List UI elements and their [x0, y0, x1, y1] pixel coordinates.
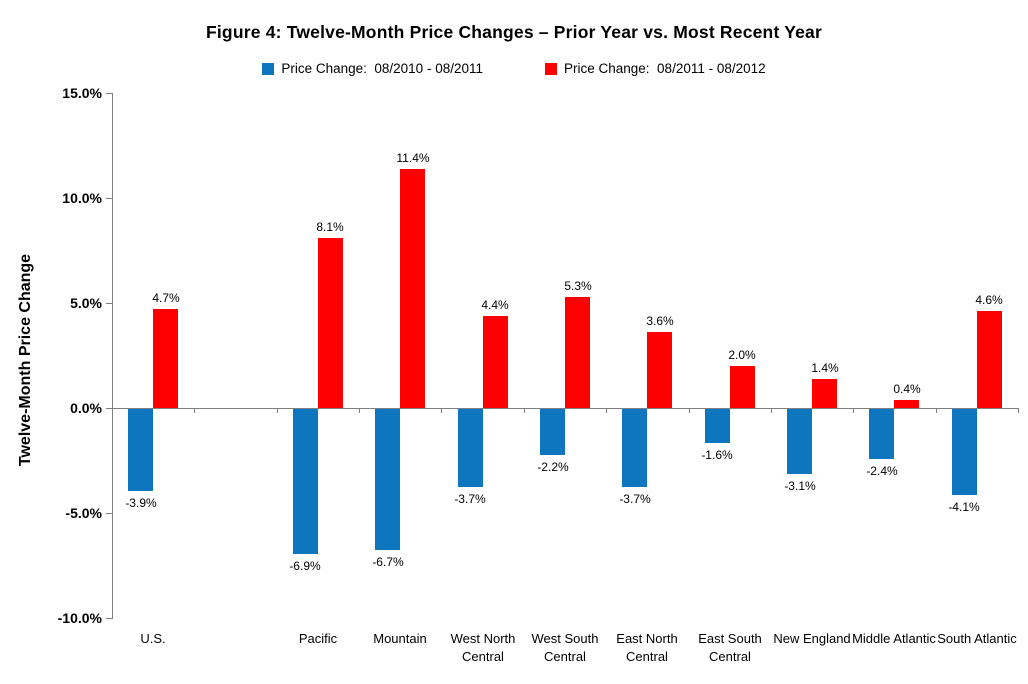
bar-prior-u-s-	[128, 409, 153, 491]
bar-prior-west-south-central	[540, 409, 565, 455]
y-tick-label: 0.0%	[70, 400, 102, 416]
y-tick	[106, 408, 112, 409]
bar-recent-new-england	[812, 379, 837, 408]
y-tick-label: -5.0%	[65, 505, 102, 521]
bar-recent-west-south-central	[565, 297, 590, 408]
bar-value-label: -3.1%	[784, 479, 816, 493]
x-axis-line	[112, 408, 1018, 409]
chart-title: Figure 4: Twelve-Month Price Changes – P…	[205, 22, 822, 42]
x-tick	[194, 408, 195, 413]
legend-item-recent-year: Price Change: 08/2011 - 08/2012	[545, 61, 766, 76]
x-axis-category-label: South Atlantic	[937, 631, 1017, 646]
x-tick	[1018, 408, 1019, 413]
bar-prior-pacific	[293, 409, 318, 554]
bar-value-label: -6.9%	[289, 559, 321, 573]
legend-label-recent-year: Price Change: 08/2011 - 08/2012	[564, 61, 766, 76]
bar-recent-u-s-	[153, 309, 178, 408]
bar-prior-west-north-central	[458, 409, 483, 487]
x-axis-category-label: Mountain	[373, 631, 427, 646]
y-tick-label: 5.0%	[70, 295, 102, 311]
bar-prior-middle-atlantic	[869, 409, 894, 459]
x-axis-category-label: West North Central	[450, 631, 516, 664]
legend-swatch-blue-icon	[262, 62, 275, 75]
x-tick	[524, 408, 525, 413]
y-tick	[106, 93, 112, 94]
y-tick-label: 15.0%	[62, 85, 102, 101]
y-tick	[106, 303, 112, 304]
x-tick	[853, 408, 854, 413]
bar-prior-east-north-central	[622, 409, 647, 487]
y-tick	[106, 513, 112, 514]
legend-label-prior-year: Price Change: 08/2010 - 08/2011	[281, 61, 483, 76]
x-axis-category-label: U.S.	[140, 631, 166, 646]
x-tick	[689, 408, 690, 413]
bar-recent-east-south-central	[730, 366, 755, 408]
bar-recent-middle-atlantic	[894, 400, 919, 408]
legend-swatch-red-icon	[545, 62, 557, 75]
x-tick	[277, 408, 278, 413]
bar-value-label: -2.2%	[537, 460, 569, 474]
x-axis-category-label: East South Central	[698, 631, 762, 664]
bar-prior-new-england	[787, 409, 812, 474]
bar-prior-south-atlantic	[952, 409, 977, 495]
bar-recent-pacific	[318, 238, 343, 408]
x-axis-category-label: New England	[773, 631, 851, 646]
x-axis-category-label: West South Central	[531, 631, 599, 664]
x-tick	[936, 408, 937, 413]
bar-value-label: 4.4%	[481, 298, 509, 312]
x-tick	[359, 408, 360, 413]
y-tick-label: -10.0%	[57, 610, 102, 626]
y-tick	[106, 198, 112, 199]
bar-value-label: -3.7%	[619, 492, 651, 506]
x-tick	[606, 408, 607, 413]
bar-value-label: -3.7%	[454, 492, 486, 506]
y-tick	[106, 618, 112, 619]
bar-recent-east-north-central	[647, 332, 672, 408]
bar-value-label: -3.9%	[125, 496, 157, 510]
bar-value-label: 4.7%	[152, 291, 180, 305]
bar-value-label: 3.6%	[646, 314, 674, 328]
chart-legend: Price Change: 08/2010 - 08/2011 Price Ch…	[0, 61, 1028, 76]
bar-value-label: 8.1%	[316, 220, 344, 234]
bar-value-label: 0.4%	[893, 382, 921, 396]
x-axis-category-label: Middle Atlantic	[852, 631, 936, 646]
bar-value-label: 2.0%	[728, 348, 756, 362]
bar-recent-south-atlantic	[977, 311, 1002, 408]
bar-value-label: -4.1%	[948, 500, 980, 514]
y-tick-label: 10.0%	[62, 190, 102, 206]
bar-value-label: 4.6%	[975, 293, 1003, 307]
x-axis-category-label: East North Central	[616, 631, 678, 664]
bar-value-label: 1.4%	[811, 361, 839, 375]
bar-value-label: -2.4%	[866, 464, 898, 478]
bar-value-label: -6.7%	[372, 555, 404, 569]
bar-prior-east-south-central	[705, 409, 730, 443]
x-tick	[441, 408, 442, 413]
legend-item-prior-year: Price Change: 08/2010 - 08/2011	[262, 61, 483, 76]
bar-recent-mountain	[400, 169, 425, 408]
bar-value-label: 5.3%	[564, 279, 592, 293]
x-tick	[112, 408, 113, 413]
x-axis-category-label: Pacific	[298, 631, 338, 646]
x-tick	[771, 408, 772, 413]
bar-value-label: -1.6%	[701, 448, 733, 462]
bar-value-label: 11.4%	[396, 151, 430, 165]
bar-recent-west-north-central	[483, 316, 508, 408]
y-axis-line	[112, 93, 113, 619]
bar-prior-mountain	[375, 409, 400, 550]
